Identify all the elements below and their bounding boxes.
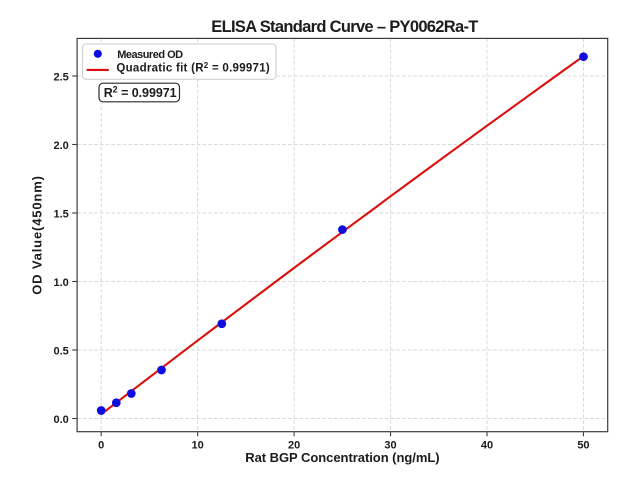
svg-text:1.5: 1.5: [54, 208, 69, 220]
svg-text:40: 40: [481, 440, 493, 452]
svg-text:50: 50: [577, 440, 589, 452]
svg-text:30: 30: [384, 440, 396, 452]
svg-text:R2 = 0.99971: R2 = 0.99971: [104, 84, 177, 99]
svg-text:2.5: 2.5: [54, 71, 69, 83]
svg-text:Measured OD: Measured OD: [117, 49, 183, 61]
svg-text:OD Value(450nm): OD Value(450nm): [30, 175, 45, 295]
svg-text:20: 20: [288, 440, 300, 452]
svg-text:Quadratic fit (R2 = 0.99971): Quadratic fit (R2 = 0.99971): [116, 61, 270, 74]
svg-text:0: 0: [98, 440, 104, 452]
svg-text:10: 10: [192, 440, 204, 452]
svg-text:ELISA Standard Curve – PY0062R: ELISA Standard Curve – PY0062Ra-T: [211, 18, 478, 36]
svg-text:0.0: 0.0: [54, 414, 69, 426]
svg-text:0.5: 0.5: [54, 345, 69, 357]
svg-text:1.0: 1.0: [54, 277, 69, 289]
svg-text:Rat BGP Concentration (ng/mL): Rat BGP Concentration (ng/mL): [245, 450, 439, 465]
svg-text:2.0: 2.0: [54, 140, 69, 152]
